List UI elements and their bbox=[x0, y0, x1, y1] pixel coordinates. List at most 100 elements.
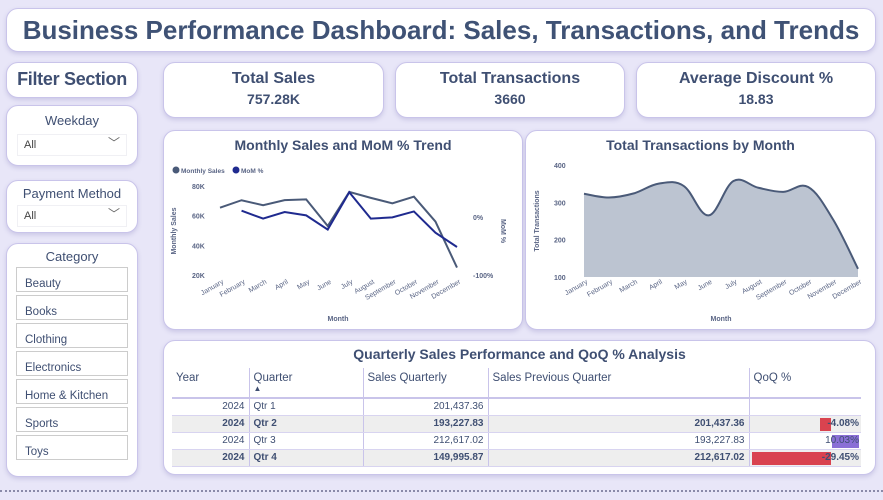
dashboard-title: Business Performance Dashboard: Sales, T… bbox=[6, 8, 876, 52]
sales-quarterly-cell: 193,227.83 bbox=[362, 415, 488, 433]
kpi-total-sales: Total Sales 757.28K bbox=[163, 62, 384, 118]
sales-previous-cell: 212,617.02 bbox=[487, 449, 749, 467]
sales-quarterly-cell: 149,995.87 bbox=[362, 449, 488, 467]
payment-label: Payment Method bbox=[22, 186, 122, 201]
qoq-bar bbox=[751, 451, 832, 465]
x-tick-label: March bbox=[618, 279, 638, 295]
quarterly-table-card: Quarterly Sales Performance and QoQ % An… bbox=[163, 340, 876, 475]
sales-quarterly-cell: 201,437.36 bbox=[362, 398, 488, 416]
x-tick-label: April bbox=[648, 278, 664, 291]
x-tick-label: January bbox=[564, 278, 589, 297]
column-header[interactable]: QoQ % bbox=[748, 368, 861, 399]
x-axis-label: Month bbox=[711, 316, 732, 323]
transactions-chart: Total Transactions by Month 100 200 300 400… bbox=[525, 130, 876, 330]
transactions-line bbox=[583, 178, 859, 270]
weekday-label: Weekday bbox=[45, 113, 99, 128]
monthly-sales-chart: Monthly Sales and MoM % Trend Monthly Sa… bbox=[163, 130, 523, 330]
x-tick-label: April bbox=[274, 278, 290, 291]
kpi-total-transactions: Total Transactions 3660 bbox=[395, 62, 625, 118]
sales-previous-cell: 193,227.83 bbox=[487, 432, 749, 450]
qoq-cell: 10.03% bbox=[748, 432, 861, 450]
column-header-label: Sales Previous Quarter bbox=[492, 372, 612, 384]
payment-slicer: Payment Method All ﹀ bbox=[6, 180, 138, 233]
qoq-cell bbox=[748, 398, 861, 416]
y2-axis-label: MoM % bbox=[499, 219, 506, 244]
category-item[interactable]: Clothing bbox=[16, 323, 128, 348]
category-item[interactable]: Electronics bbox=[16, 351, 128, 376]
x-tick-label: June bbox=[316, 279, 333, 293]
y2-tick-label: -100% bbox=[473, 273, 494, 280]
column-header-label: QoQ % bbox=[753, 372, 792, 384]
y-tick-label: 100 bbox=[554, 275, 566, 282]
x-tick-label: June bbox=[697, 279, 714, 293]
chevron-down-icon: ﹀ bbox=[107, 136, 120, 150]
year-cell: 2024 bbox=[172, 398, 249, 416]
column-header[interactable]: Year bbox=[172, 368, 249, 399]
column-header[interactable]: Quarter ▲ bbox=[248, 368, 363, 399]
y-axis-label: Monthly Sales bbox=[171, 207, 178, 254]
qoq-cell: -29.45% bbox=[748, 449, 861, 467]
y-axis-label: Total Transactions bbox=[534, 190, 541, 251]
y2-tick-label: 0% bbox=[473, 215, 484, 222]
qoq-bar bbox=[831, 434, 859, 448]
category-item[interactable]: Sports bbox=[16, 407, 128, 432]
kpi-label: Total Transactions bbox=[439, 70, 581, 87]
y-tick-label: 200 bbox=[554, 238, 566, 245]
x-axis-label: Month bbox=[328, 316, 349, 323]
chart-title: Monthly Sales and MoM % Trend bbox=[234, 137, 452, 153]
category-item[interactable]: Books bbox=[16, 295, 128, 320]
qoq-cell: -4.08% bbox=[748, 415, 861, 433]
category-slicer: Category Beauty Books Clothing Electronics H… bbox=[6, 243, 138, 477]
legend-marker bbox=[232, 166, 240, 174]
transactions-area bbox=[584, 179, 858, 277]
x-tick-label: May bbox=[674, 278, 689, 291]
transactions-svg: 100 200 300 400 Total Transactions Month Janua… bbox=[534, 163, 864, 323]
table-row: 2024 Qtr 2 193,227.83 201,437.36 -4.08% bbox=[172, 415, 861, 433]
year-cell: 2024 bbox=[172, 449, 249, 467]
kpi-value: 757.28K bbox=[247, 91, 300, 107]
chevron-down-icon: ﹀ bbox=[107, 207, 120, 221]
monthly-sales-svg: Monthly Sales MoM % 20K 40K 60K 80K -100% 0% Mon… bbox=[171, 166, 506, 323]
filter-section-header: Filter Section bbox=[6, 62, 138, 98]
table-row: 2024 Qtr 4 149,995.87 212,617.02 -29.45% bbox=[172, 449, 861, 467]
table-row: 2024 Qtr 1 201,437.36 bbox=[172, 398, 861, 416]
y-tick-label: 400 bbox=[554, 163, 566, 170]
qoq-bar bbox=[820, 417, 832, 431]
divider bbox=[0, 490, 883, 492]
payment-dropdown[interactable]: All ﹀ bbox=[17, 205, 127, 227]
year-cell: 2024 bbox=[172, 432, 249, 450]
y-tick-label: 80K bbox=[192, 184, 205, 191]
weekday-dropdown[interactable]: All ﹀ bbox=[17, 134, 127, 156]
column-header-label: Quarter bbox=[253, 372, 293, 384]
kpi-label: Total Sales bbox=[231, 70, 316, 87]
sort-ascending-icon[interactable]: ▲ bbox=[253, 384, 262, 393]
column-header-label: Sales Quarterly bbox=[367, 372, 447, 384]
payment-value: All bbox=[24, 210, 37, 222]
table-title: Quarterly Sales Performance and QoQ % An… bbox=[353, 346, 686, 362]
column-header[interactable]: Sales Quarterly bbox=[362, 368, 488, 399]
quarter-cell: Qtr 3 bbox=[248, 432, 363, 450]
category-item[interactable]: Toys bbox=[16, 435, 128, 460]
x-tick-label: May bbox=[296, 278, 311, 291]
qoq-value: -4.08% bbox=[827, 417, 859, 429]
legend-marker bbox=[172, 166, 180, 174]
sales-previous-cell bbox=[487, 398, 749, 416]
sales-previous-cell: 201,437.36 bbox=[487, 415, 749, 433]
y-tick-label: 300 bbox=[554, 200, 566, 207]
monthly-sales-line bbox=[219, 190, 458, 269]
weekday-value: All bbox=[24, 139, 37, 151]
legend-label: Monthly Sales bbox=[181, 168, 225, 175]
category-item[interactable]: Beauty bbox=[16, 267, 128, 292]
category-item[interactable]: Home & Kitchen bbox=[16, 379, 128, 404]
column-header-label: Year bbox=[176, 372, 200, 384]
chart-title: Total Transactions by Month bbox=[606, 137, 795, 153]
kpi-value: 18.83 bbox=[738, 91, 774, 107]
x-tick-label: March bbox=[248, 279, 268, 295]
column-header[interactable]: Sales Previous Quarter bbox=[487, 368, 749, 399]
qoq-value: 10.03% bbox=[825, 434, 859, 446]
weekday-slicer: Weekday All ﹀ bbox=[6, 105, 138, 166]
x-tick-label: July bbox=[724, 278, 739, 291]
y-tick-label: 60K bbox=[192, 214, 205, 221]
quarter-cell: Qtr 2 bbox=[248, 415, 363, 433]
quarterly-table: Year Quarter ▲ Sales Quarterly Sales Previou… bbox=[172, 368, 861, 467]
